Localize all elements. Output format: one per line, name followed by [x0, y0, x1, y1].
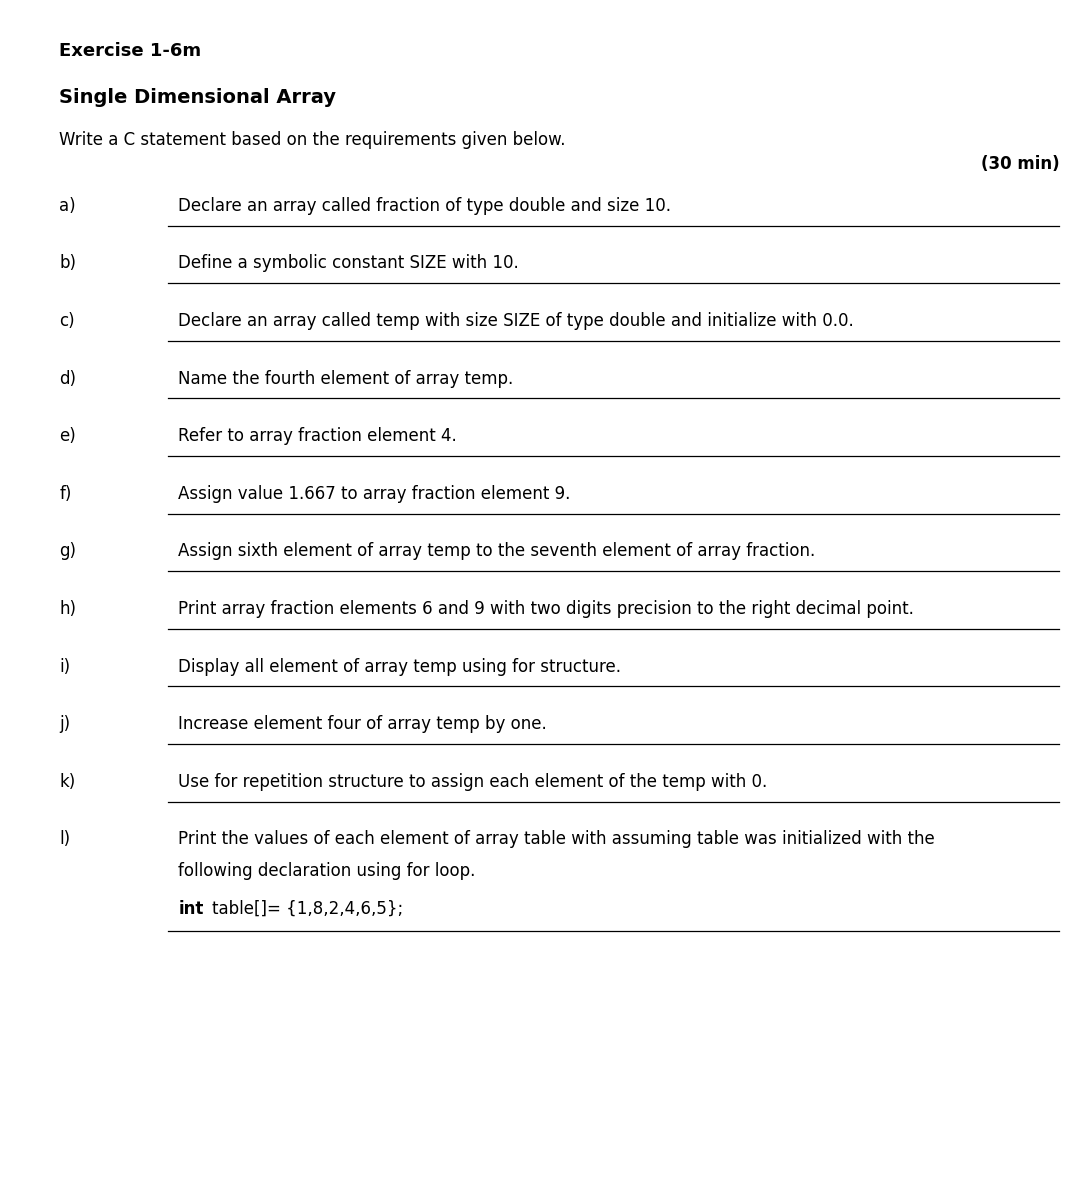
Text: h): h) — [59, 600, 77, 618]
Text: Display all element of array temp using for structure.: Display all element of array temp using … — [178, 658, 622, 676]
Text: l): l) — [59, 830, 70, 848]
Text: i): i) — [59, 658, 70, 676]
Text: Declare an array called temp with size SIZE of type double and initialize with 0: Declare an array called temp with size S… — [178, 312, 854, 330]
Text: a): a) — [59, 197, 76, 215]
Text: b): b) — [59, 254, 77, 272]
Text: Single Dimensional Array: Single Dimensional Array — [59, 88, 336, 107]
Text: Name the fourth element of array temp.: Name the fourth element of array temp. — [178, 370, 513, 388]
Text: Declare an array called fraction of type double and size 10.: Declare an array called fraction of type… — [178, 197, 671, 215]
Text: Increase element four of array temp by one.: Increase element four of array temp by o… — [178, 715, 547, 733]
Text: (30 min): (30 min) — [980, 155, 1059, 173]
Text: Print the values of each element of array table with assuming table was initiali: Print the values of each element of arra… — [178, 830, 935, 848]
Text: g): g) — [59, 542, 77, 560]
Text: d): d) — [59, 370, 77, 388]
Text: Define a symbolic constant SIZE with 10.: Define a symbolic constant SIZE with 10. — [178, 254, 519, 272]
Text: e): e) — [59, 427, 76, 445]
Text: table[]= {1,8,2,4,6,5};: table[]= {1,8,2,4,6,5}; — [212, 900, 403, 918]
Text: Assign sixth element of array temp to the seventh element of array fraction.: Assign sixth element of array temp to th… — [178, 542, 816, 560]
Text: int: int — [178, 900, 203, 918]
Text: k): k) — [59, 773, 76, 791]
Text: c): c) — [59, 312, 75, 330]
Text: following declaration using for loop.: following declaration using for loop. — [178, 862, 476, 880]
Text: Use for repetition structure to assign each element of the temp with 0.: Use for repetition structure to assign e… — [178, 773, 768, 791]
Text: Assign value 1.667 to array fraction element 9.: Assign value 1.667 to array fraction ele… — [178, 485, 571, 503]
Text: Print array fraction elements 6 and 9 with two digits precision to the right dec: Print array fraction elements 6 and 9 wi… — [178, 600, 915, 618]
Text: Write a C statement based on the requirements given below.: Write a C statement based on the require… — [59, 131, 566, 149]
Text: Refer to array fraction element 4.: Refer to array fraction element 4. — [178, 427, 457, 445]
Text: j): j) — [59, 715, 70, 733]
Text: f): f) — [59, 485, 71, 503]
Text: Exercise 1-6m: Exercise 1-6m — [59, 42, 201, 60]
